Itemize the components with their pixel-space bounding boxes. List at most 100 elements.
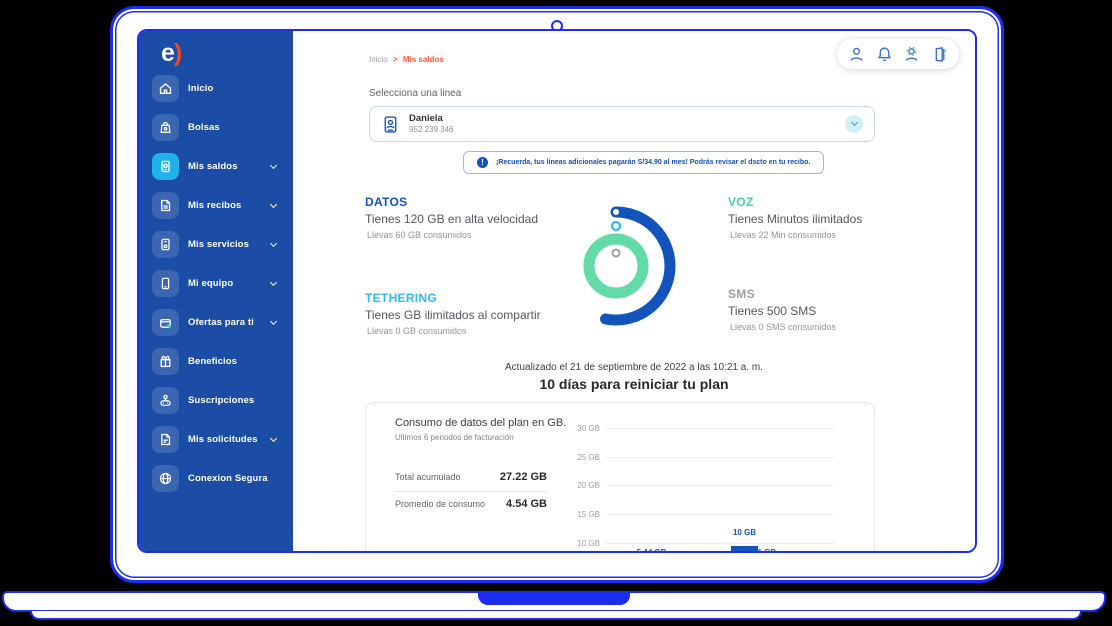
app-window: e) Inicio Bolsas (137, 29, 977, 553)
stat-total-label: Total acumulado (395, 472, 461, 482)
sidebar: e) Inicio Bolsas (139, 31, 293, 551)
header-actions (837, 39, 959, 69)
gamepad-icon (152, 387, 179, 414)
balance-datos-line1: Tienes 120 GB en alta velocidad (365, 212, 538, 226)
breadcrumb-separator-icon: > (392, 55, 398, 64)
plan-reset-title: 10 días para reiniciar tu plan (539, 376, 729, 392)
usage-card: Consumo de datos del plan en GB. Ultimos… (365, 402, 875, 553)
bar-label-left: 5.44 GB (636, 548, 667, 553)
device-icon (152, 270, 179, 297)
gift-icon (152, 348, 179, 375)
entel-logo: e) (139, 31, 293, 69)
balance-sms-line1: Tienes 500 SMS (728, 304, 817, 318)
usage-card-subtitle: Ultimos 6 periodos de facturación (395, 433, 514, 442)
chevron-down-icon (269, 161, 278, 169)
balance-tethering-title: TETHERING (365, 291, 438, 305)
laptop-notch (478, 592, 630, 605)
y-tick: 30 GB (577, 424, 600, 433)
donut-tethering-dot (610, 220, 622, 232)
sidebar-item-mi-equipo[interactable]: Mi equipo (139, 264, 293, 303)
bar-10gb (731, 546, 758, 551)
sidebar-item-label: Mis solicitudes (188, 434, 258, 445)
sidebar-item-label: Mis saldos (188, 161, 238, 172)
globe-icon (152, 465, 179, 492)
line-selector[interactable]: Daniela 952 239 346 (369, 106, 875, 142)
usage-card-title: Consumo de datos del plan en GB. (395, 417, 567, 429)
line-info: Daniela 952 239 346 (409, 113, 454, 134)
chevron-down-icon (269, 278, 278, 286)
sidebar-item-conexion-segura[interactable]: Conexion Segura (139, 459, 293, 498)
breadcrumb-root[interactable]: Inicio (369, 55, 388, 64)
bell-icon[interactable] (876, 46, 893, 63)
chevron-down-icon (850, 118, 858, 127)
donut-voz-start-dot (610, 233, 622, 245)
sidebar-item-ofertas[interactable]: Ofertas para ti (139, 303, 293, 342)
sidebar-item-label: Bolsas (188, 122, 220, 133)
y-tick: 25 GB (577, 453, 600, 462)
balance-datos-title: DATOS (365, 195, 408, 209)
offers-wallet-icon (152, 309, 179, 336)
sidebar-item-label: Suscripciones (188, 395, 255, 406)
chevron-down-icon (269, 317, 278, 325)
logo-paren: ) (173, 39, 182, 67)
line-name: Daniela (409, 113, 443, 125)
chevron-down-icon (269, 434, 278, 442)
home-icon (152, 75, 179, 102)
main-content: Inicio > Mis saldos Selecciona una linea… (293, 31, 975, 551)
sidebar-item-label: Beneficios (188, 356, 238, 367)
laptop-screen: e) Inicio Bolsas (110, 6, 1004, 583)
balance-voz: VOZ Tienes Minutos ilimitados Llevas 22 … (728, 195, 968, 240)
sidebar-item-mis-servicios[interactable]: Mis servicios (139, 225, 293, 264)
requests-icon (152, 426, 179, 453)
logout-door-icon[interactable] (931, 46, 948, 63)
gridline-10gb: 10 GB (566, 539, 834, 548)
balance-voz-title: VOZ (728, 195, 754, 209)
dropdown-chevron-button[interactable] (845, 115, 863, 133)
sidebar-item-suscripciones[interactable]: Suscripciones (139, 381, 293, 420)
user-active-icon[interactable] (903, 45, 920, 63)
balance-voz-line1: Tienes Minutos ilimitados (728, 212, 863, 226)
services-phone-icon (152, 231, 179, 258)
balance-datos-line2: Llevas 60 GB consumidos (367, 230, 472, 240)
stat-total: Total acumulado 27.22 GB (395, 471, 547, 483)
sidebar-item-label: Ofertas para ti (188, 317, 254, 328)
sidebar-item-mis-solicitudes[interactable]: Mis solicitudes (139, 420, 293, 459)
chevron-down-icon (269, 239, 278, 247)
sidebar-nav: Inicio Bolsas Mis saldos (139, 69, 293, 498)
stat-divider (395, 491, 547, 492)
laptop-base-lip (30, 611, 1082, 620)
bar-label-center: 10 GB (732, 528, 757, 537)
balance-tethering-line1: Tienes GB ilimitados al compartir (365, 308, 541, 322)
sidebar-item-label: Conexion Segura (188, 473, 268, 484)
sidebar-item-mis-saldos[interactable]: Mis saldos (139, 147, 293, 186)
balance-datos: DATOS Tienes 120 GB en alta velocidad Ll… (365, 195, 605, 240)
laptop-base (2, 591, 1106, 612)
bar-label-right: 5.11 GB (746, 548, 777, 553)
stat-average-label: Promedio de consumo (395, 499, 486, 509)
sidebar-item-label: Mi equipo (188, 278, 234, 289)
donut-sms-dot (611, 248, 621, 258)
y-tick: 10 GB (577, 539, 600, 548)
gridline-25gb: 25 GB (566, 453, 834, 462)
gridline-20gb: 20 GB (566, 481, 834, 490)
sidebar-item-mis-recibos[interactable]: Mis recibos (139, 186, 293, 225)
info-icon: ! (477, 157, 488, 168)
breadcrumb-current: Mis saldos (402, 55, 444, 64)
receipt-icon (152, 192, 179, 219)
notice-text: ¡Recuerda, tus lineas adicionales pagará… (496, 159, 811, 166)
chevron-down-icon (269, 200, 278, 208)
sidebar-item-beneficios[interactable]: Beneficios (139, 342, 293, 381)
sidebar-item-label: Inicio (188, 83, 214, 94)
usage-bar-chart: 30 GB 25 GB 20 GB 15 GB 10 GB 5.44 GB 10… (566, 403, 834, 553)
sidebar-item-inicio[interactable]: Inicio (139, 69, 293, 108)
sidebar-item-label: Mis servicios (188, 239, 249, 250)
logo-letter: e (161, 39, 175, 67)
sidebar-item-label: Mis recibos (188, 200, 242, 211)
user-icon[interactable] (848, 46, 865, 63)
sidebar-item-bolsas[interactable]: Bolsas (139, 108, 293, 147)
bag-icon (152, 114, 179, 141)
notice-banner: ! ¡Recuerda, tus lineas adicionales paga… (463, 151, 825, 174)
balance-donut-chart (576, 206, 676, 326)
line-number: 952 239 346 (409, 125, 454, 135)
phone-balance-icon (152, 153, 179, 180)
